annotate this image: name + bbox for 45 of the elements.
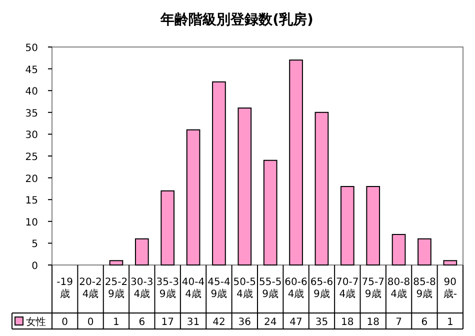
- x-tick-label: 65-69歳: [310, 276, 334, 302]
- x-tick-label: 85-89歳: [412, 276, 436, 302]
- y-tick-label: 25: [25, 152, 38, 163]
- data-label: 42: [212, 317, 226, 328]
- data-label: 1: [113, 317, 120, 328]
- data-label: 31: [186, 317, 200, 328]
- data-label: 24: [264, 317, 277, 328]
- x-tick-label: -19歳: [56, 276, 74, 302]
- data-label: 47: [290, 317, 302, 328]
- y-tick-label: 40: [25, 86, 38, 98]
- y-tick-label: 35: [25, 108, 38, 120]
- y-tick-label: 10: [25, 217, 38, 228]
- y-tick-label: 30: [25, 130, 38, 142]
- data-label: 18: [341, 317, 354, 328]
- x-tick-label: 90歳-: [442, 276, 458, 302]
- x-tick-label: 50-54歳: [232, 276, 256, 302]
- y-tick-label: 45: [25, 64, 38, 76]
- y-tick-label: 50: [25, 43, 38, 54]
- x-tick-label: 20-24歳: [78, 276, 102, 302]
- y-tick-label: 20: [25, 174, 38, 185]
- legend: 女性: [26, 317, 46, 328]
- x-tick-label: 75-79歳: [361, 276, 385, 302]
- data-label: 0: [87, 317, 94, 328]
- x-tick-label: 60-64歳: [284, 276, 308, 302]
- data-label: 1: [446, 317, 454, 328]
- y-tick-label: 0: [32, 261, 38, 272]
- data-label: 36: [238, 317, 252, 328]
- data-label: 35: [315, 317, 328, 328]
- data-label: 18: [366, 317, 380, 328]
- x-tick-label: 40-44歳: [181, 276, 206, 302]
- y-tick-label: 15: [25, 196, 38, 207]
- x-tick-label: 35-39歳: [156, 276, 180, 302]
- title: 年齢階級別登録数(乳房): [160, 12, 314, 28]
- x-tick-label: 25-29歳: [104, 276, 128, 302]
- data-label: 6: [421, 317, 428, 328]
- x-tick-label: 55-59歳: [258, 276, 282, 302]
- data-label: 17: [161, 317, 174, 328]
- y-tick-label: 5: [32, 239, 38, 250]
- data-label: 0: [62, 317, 68, 328]
- data-label: 7: [396, 317, 402, 328]
- x-tick-label: 70-74歳: [336, 276, 360, 302]
- x-tick-label: 30-34歳: [130, 276, 154, 302]
- data-label: 6: [138, 317, 146, 328]
- x-tick-label: 80-84歳: [386, 276, 411, 302]
- x-tick-label: 45-49歳: [207, 276, 231, 302]
